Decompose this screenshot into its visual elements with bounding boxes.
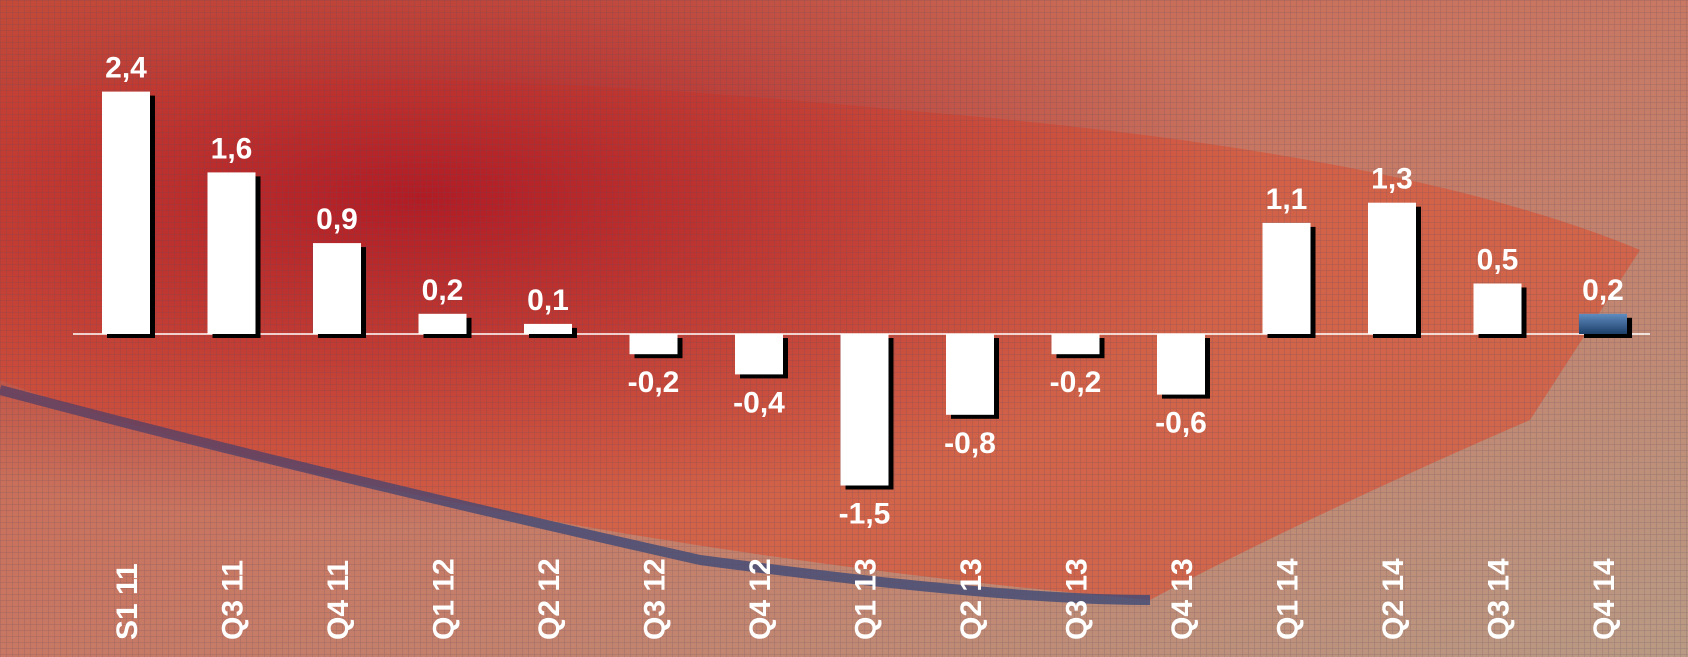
x-tick-label: Q4 12 — [744, 558, 777, 640]
x-tick-label: Q3 13 — [1061, 558, 1094, 640]
data-label: 0,9 — [316, 203, 358, 236]
data-label: 1,1 — [1266, 183, 1308, 216]
x-tick-label: Q2 13 — [955, 558, 988, 640]
data-label: 0,5 — [1477, 244, 1519, 277]
x-tick-label: Q3 11 — [217, 560, 250, 640]
bar — [1157, 334, 1205, 395]
data-label: 2,4 — [105, 52, 147, 85]
data-label: -0,2 — [628, 366, 680, 399]
bar — [629, 334, 678, 355]
x-tick-label: Q1 12 — [428, 558, 461, 640]
bar — [840, 334, 889, 486]
x-tick-label: Q3 14 — [1483, 558, 1516, 640]
x-tick-label: Q4 13 — [1166, 558, 1199, 640]
bar — [102, 91, 150, 334]
data-label: 1,6 — [211, 132, 253, 165]
data-label: 0,2 — [1582, 274, 1624, 307]
data-label: -0,2 — [1050, 366, 1102, 399]
bar — [1473, 283, 1522, 334]
data-label: 0,2 — [422, 274, 464, 307]
data-label: 0,1 — [527, 284, 569, 317]
bar — [313, 243, 361, 334]
x-tick-label: Q1 14 — [1272, 558, 1305, 640]
data-label: -0,8 — [944, 427, 996, 460]
bar — [1051, 334, 1100, 355]
bar — [1368, 202, 1416, 334]
data-label: -0,4 — [733, 386, 785, 419]
x-tick-label: Q2 12 — [533, 558, 566, 640]
x-tick-label: S1 11 — [111, 563, 144, 640]
x-tick-label: Q1 13 — [850, 558, 883, 640]
bar — [946, 334, 994, 415]
data-label: -1,5 — [839, 498, 891, 531]
data-label: 1,3 — [1371, 163, 1413, 196]
x-tick-label: Q2 14 — [1377, 558, 1410, 640]
x-tick-label: Q4 11 — [322, 560, 355, 640]
bar — [1579, 313, 1627, 334]
data-label: -0,6 — [1155, 407, 1207, 440]
x-tick-label: Q3 12 — [639, 558, 672, 640]
bar — [418, 313, 467, 334]
bar — [735, 334, 783, 375]
bar — [207, 172, 256, 334]
x-tick-label: Q4 14 — [1588, 558, 1621, 640]
bar — [524, 323, 572, 334]
bar — [1262, 222, 1311, 334]
